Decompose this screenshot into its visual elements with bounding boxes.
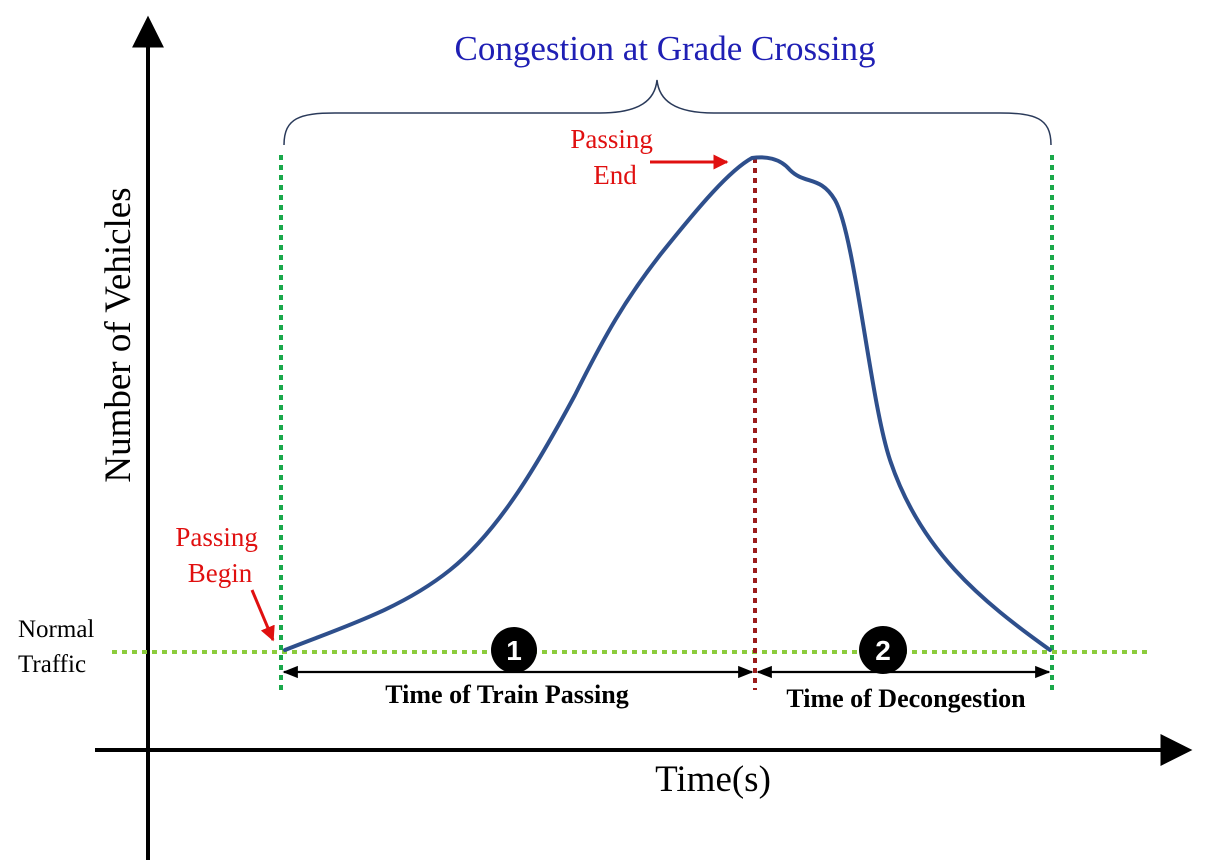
passing-begin-label-line1: Passing bbox=[175, 522, 258, 552]
diagram-title: Congestion at Grade Crossing bbox=[455, 29, 876, 68]
passing-begin-label: Passing Begin bbox=[175, 522, 264, 588]
marker-1-text: 1 bbox=[506, 635, 522, 666]
normal-traffic-label-line2: Traffic bbox=[18, 651, 86, 678]
x-axis-label: Time(s) bbox=[655, 759, 771, 800]
marker-2-text: 2 bbox=[875, 635, 891, 666]
passing-begin-arrow bbox=[250, 589, 275, 642]
marker-1: 1 bbox=[491, 627, 537, 673]
passing-end-label: Passing End bbox=[570, 124, 659, 190]
marker-2-circle bbox=[859, 626, 907, 674]
passing-end-label-line2: End bbox=[593, 160, 637, 190]
vehicle-count-curve bbox=[283, 155, 1052, 652]
decongestion-label: Time of Decongestion bbox=[786, 684, 1026, 713]
y-axis-label: Number of Vehicles bbox=[98, 187, 139, 482]
marker-1-circle bbox=[491, 627, 537, 673]
normal-traffic-label: Normal Traffic bbox=[18, 616, 101, 678]
train-passing-label: Time of Train Passing bbox=[385, 680, 628, 709]
passing-end-label-line1: Passing bbox=[570, 124, 653, 154]
passing-begin-label-line2: Begin bbox=[188, 558, 253, 588]
marker-2: 2 bbox=[859, 626, 907, 674]
normal-traffic-label-line1: Normal bbox=[18, 616, 94, 643]
congestion-brace bbox=[283, 79, 1052, 146]
